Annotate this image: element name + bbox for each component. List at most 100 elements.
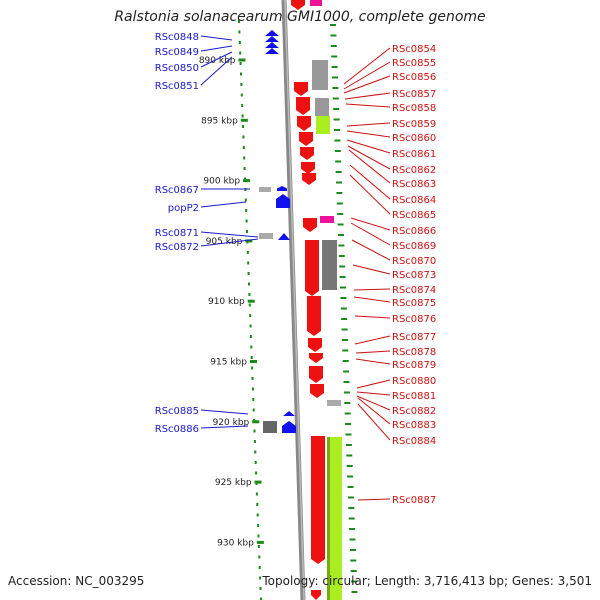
right-gene-label[interactable]: RSc0873 [392, 270, 436, 281]
track-dot [256, 513, 259, 517]
right-gene-label[interactable]: RSc0876 [392, 314, 436, 325]
left-gene-label[interactable]: RSc0871 [155, 228, 199, 239]
feature-box [315, 98, 329, 116]
left-gene-label[interactable]: RSc0849 [155, 47, 199, 58]
right-leader-line [354, 315, 391, 319]
reverse-gene-arrow [300, 147, 314, 160]
right-gene-label[interactable]: RSc0854 [392, 44, 436, 55]
track-dot [347, 496, 354, 499]
right-leader-line [356, 379, 391, 389]
scale-tick-mark [238, 58, 246, 62]
right-leader-line [353, 296, 391, 303]
right-gene-label[interactable]: RSc0874 [392, 285, 436, 296]
track-dot [248, 282, 250, 286]
reverse-gene-arrow [311, 436, 325, 564]
right-gene-label[interactable]: RSc0881 [392, 391, 436, 402]
right-gene-label[interactable]: RSc0862 [392, 165, 436, 176]
right-gene-label[interactable]: RSc0884 [392, 436, 436, 447]
track-dot [248, 303, 251, 307]
left-gene-label[interactable]: RSc0885 [155, 406, 199, 417]
track-dot [330, 45, 337, 47]
left-gene-label[interactable]: RSc0850 [155, 63, 199, 74]
track-dot [243, 156, 246, 160]
track-dot [336, 192, 343, 194]
reverse-gene-arrow [309, 353, 323, 363]
reverse-gene-arrow [305, 240, 319, 296]
right-gene-label[interactable]: RSc0858 [392, 103, 436, 114]
feature-box [322, 240, 337, 290]
feature-box [312, 60, 328, 90]
track-dot [341, 318, 348, 320]
track-dot [250, 356, 253, 359]
right-gene-label[interactable]: RSc0863 [392, 179, 436, 190]
right-gene-label[interactable]: RSc0857 [392, 89, 436, 100]
scale-tick-mark [254, 480, 262, 484]
track-dot [240, 93, 243, 97]
right-gene-label[interactable]: RSc0879 [392, 360, 436, 371]
reverse-gene-arrow [307, 296, 321, 336]
scale-tick-mark [256, 540, 264, 544]
track-dot [351, 580, 358, 583]
right-leader-line [357, 498, 391, 501]
track-dot [252, 398, 255, 401]
reverse-gene-arrow [299, 132, 313, 146]
right-gene-label[interactable]: RSc0856 [392, 72, 436, 83]
left-gene-label[interactable]: RSc0848 [155, 32, 199, 43]
track-dot [343, 381, 350, 383]
track-dot [347, 486, 354, 488]
right-leader-line [350, 217, 391, 231]
feature-box [316, 116, 330, 134]
track-dot [332, 87, 339, 89]
right-gene-label[interactable]: RSc0870 [392, 256, 436, 267]
track-dot [336, 181, 342, 184]
left-gene-label[interactable]: popP2 [168, 203, 199, 214]
left-leader-line [200, 238, 259, 247]
track-dot [340, 286, 346, 289]
right-gene-label[interactable]: RSc0860 [392, 133, 436, 144]
track-dot [257, 534, 260, 538]
track-dot [348, 517, 355, 520]
right-gene-label[interactable]: RSc0880 [392, 376, 436, 387]
left-leader-line [200, 201, 247, 208]
track-dot [338, 255, 345, 257]
track-dot [238, 20, 240, 23]
right-gene-label[interactable]: RSc0865 [392, 210, 436, 221]
right-gene-label[interactable]: RSc0878 [392, 347, 436, 358]
right-gene-label[interactable]: RSc0859 [392, 119, 436, 130]
reverse-gene-arrow [309, 366, 323, 383]
reverse-gene-arrow [301, 162, 315, 174]
backbone-line [281, 0, 306, 600]
right-leader-line [356, 395, 391, 411]
forward-gene-arrow [283, 411, 295, 416]
right-gene-label[interactable]: RSc0869 [392, 241, 436, 252]
right-gene-label[interactable]: RSc0883 [392, 420, 436, 431]
right-leader-line [348, 149, 391, 184]
right-gene-label[interactable]: RSc0861 [392, 149, 436, 160]
right-gene-label[interactable]: RSc0864 [392, 195, 436, 206]
right-gene-label[interactable]: RSc0877 [392, 332, 436, 343]
track-dot [333, 118, 340, 121]
scale-tick-label: 910 kbp [208, 297, 245, 307]
right-gene-label[interactable]: RSc0875 [392, 298, 436, 309]
track-dot [351, 591, 358, 593]
right-leader-line [357, 403, 391, 441]
forward-gene-arrow [265, 48, 279, 54]
feature-box [310, 0, 322, 6]
track-dot [342, 360, 349, 362]
right-gene-label[interactable]: RSc0866 [392, 226, 436, 237]
accession-text: Accession: NC_003295 [8, 574, 145, 588]
track-dot [244, 177, 246, 181]
right-gene-label[interactable]: RSc0855 [392, 58, 436, 69]
left-gene-label[interactable]: RSc0867 [155, 185, 199, 196]
scale-tick-mark [252, 420, 260, 424]
scale-tick-mark [243, 179, 251, 183]
track-dot [242, 146, 245, 149]
forward-gene-arrow [265, 30, 279, 36]
track-dot [240, 72, 242, 76]
left-gene-label[interactable]: RSc0886 [155, 424, 199, 435]
left-gene-label[interactable]: RSc0872 [155, 242, 199, 253]
track-dot [244, 198, 247, 202]
right-gene-label[interactable]: RSc0882 [392, 406, 436, 417]
right-gene-label[interactable]: RSc0887 [392, 495, 436, 506]
left-gene-label[interactable]: RSc0851 [155, 81, 199, 92]
